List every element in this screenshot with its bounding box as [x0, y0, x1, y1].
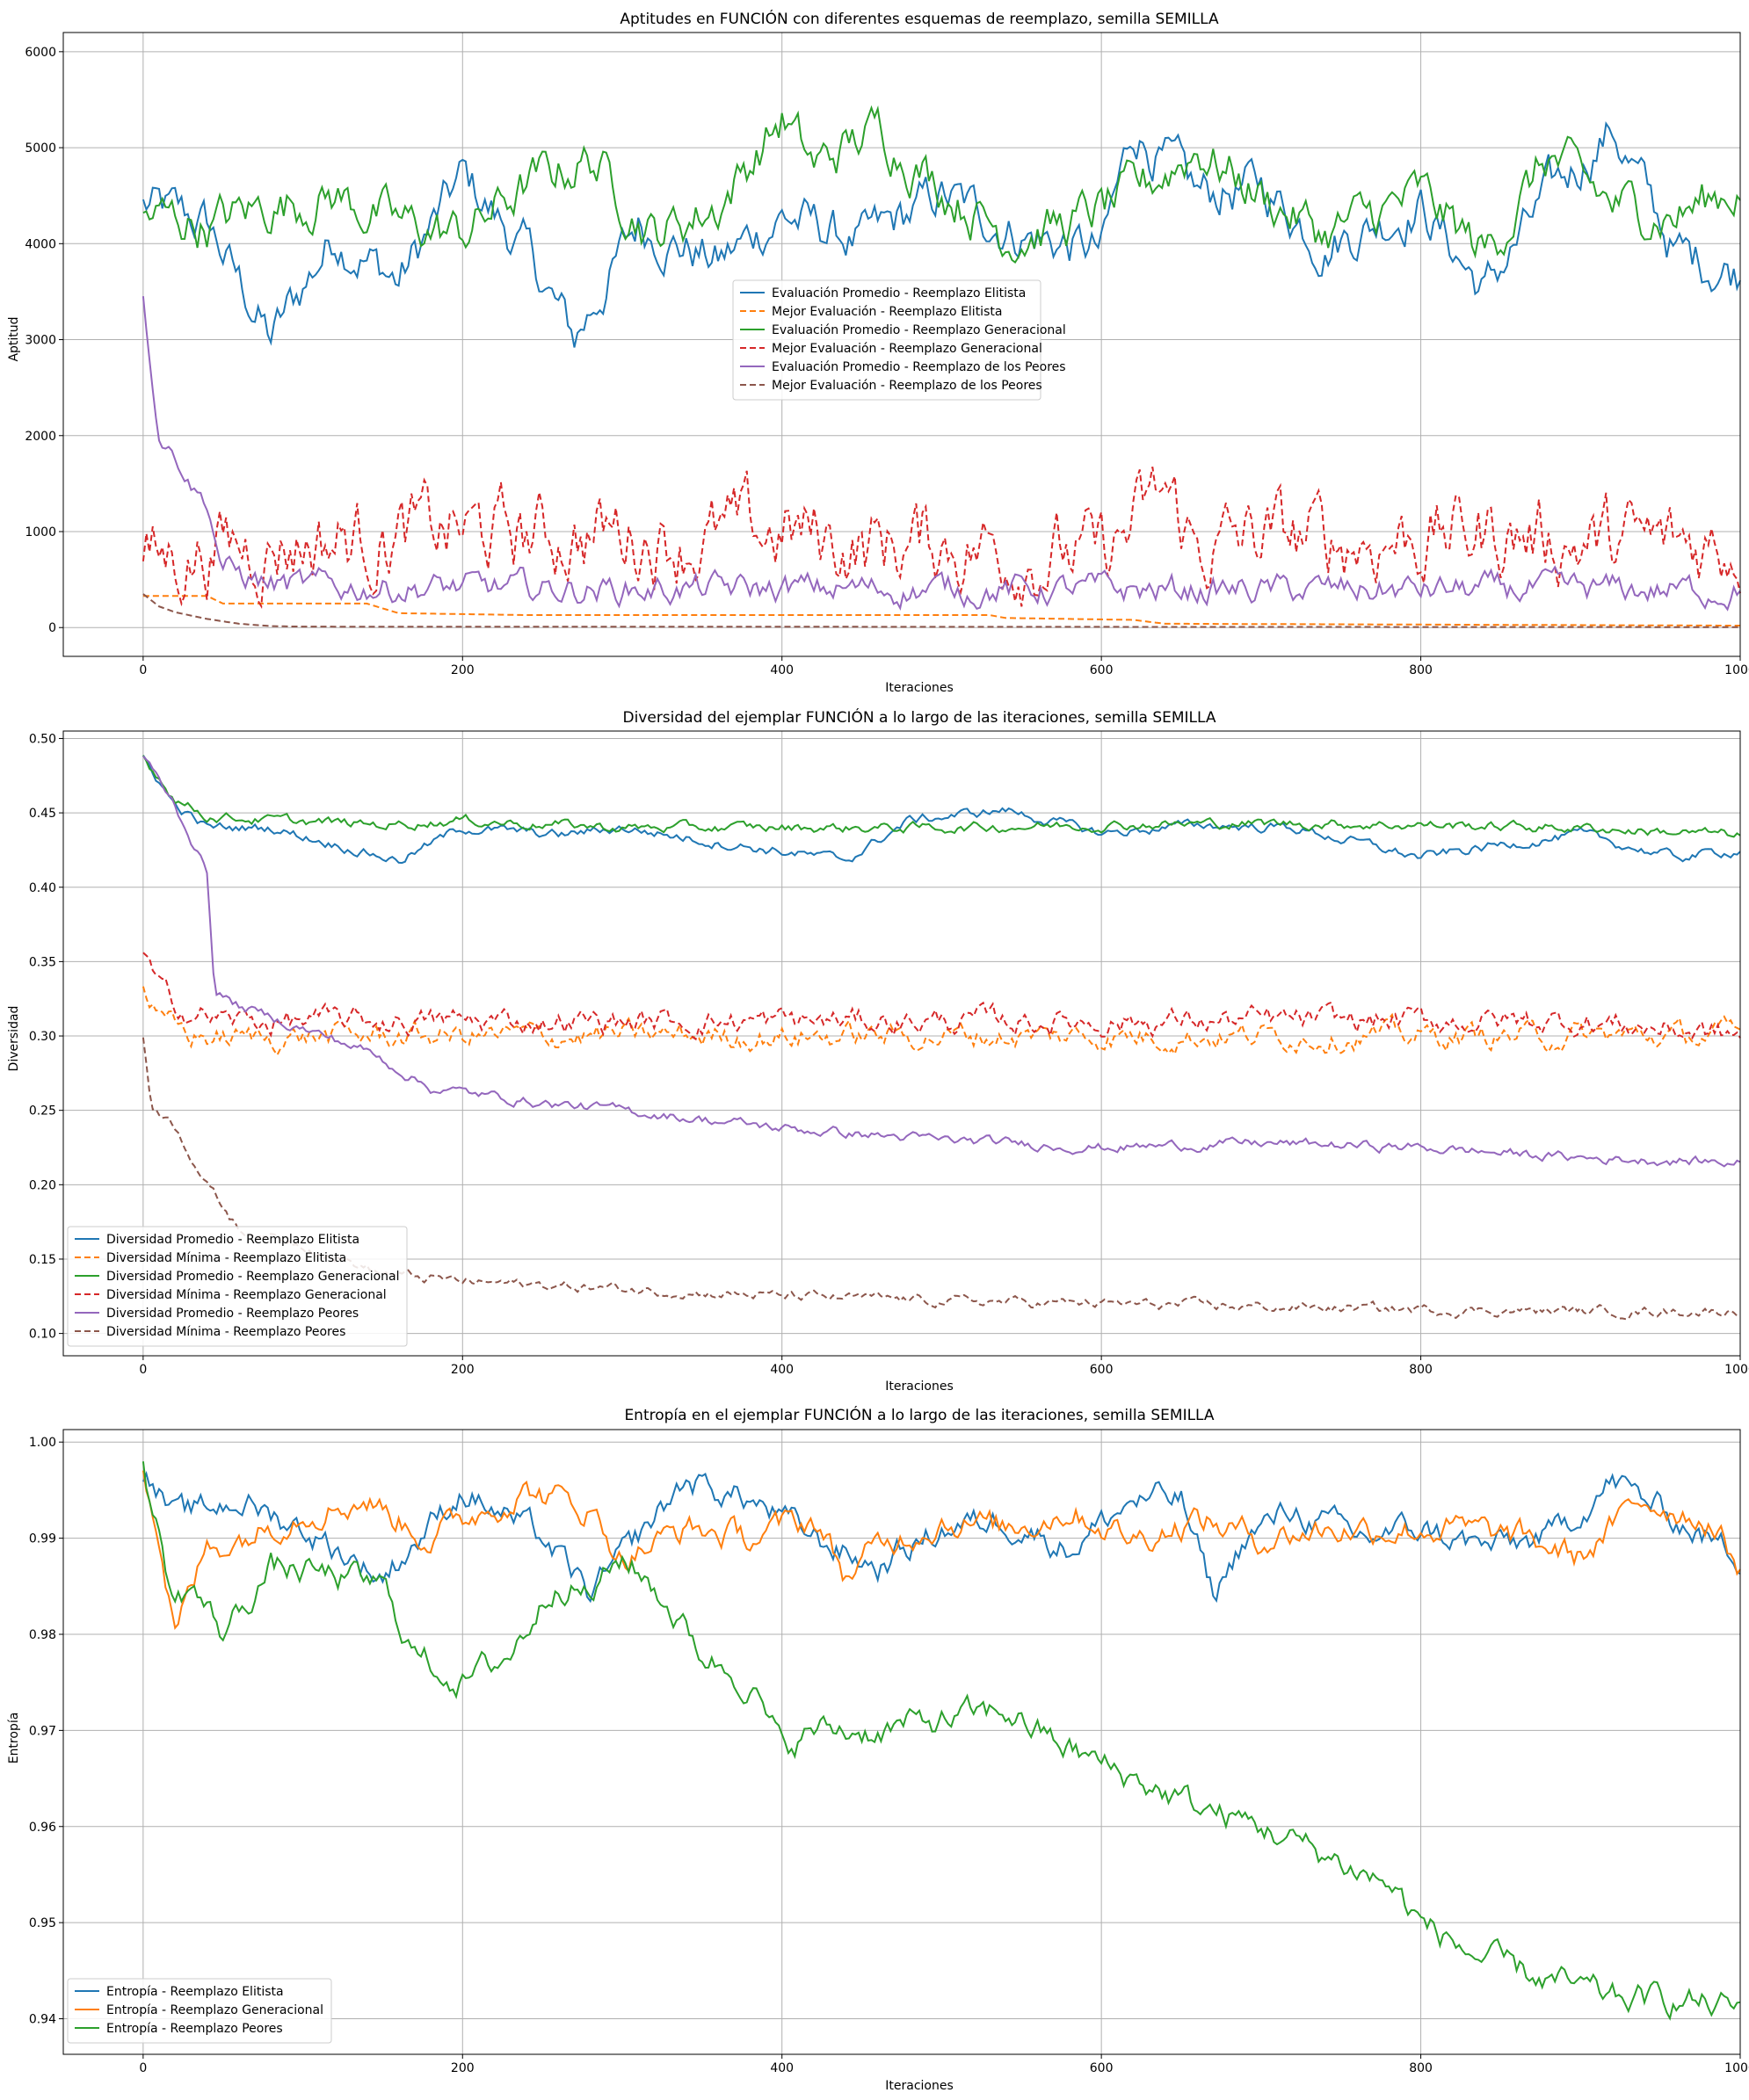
y-axis-label: Entropía — [7, 1713, 21, 1764]
series-line-3 — [142, 105, 1741, 264]
y-tick-label: 0.30 — [29, 1030, 56, 1044]
x-tick-label: 0 — [139, 663, 147, 677]
legend-box — [67, 1226, 408, 1347]
x-tick-label: 200 — [451, 1363, 475, 1377]
chart-title: Aptitudes en FUNCIÓN con diferentes esqu… — [620, 9, 1219, 28]
series-group — [142, 105, 1741, 628]
legend-label: Entropía - Reemplazo Elitista — [106, 1985, 284, 1999]
legend-label: Diversidad Mínima - Reemplazo Generacion… — [106, 1288, 387, 1302]
series-line-3 — [142, 1461, 1741, 2021]
legend-label: Evaluación Promedio - Reemplazo Elitista — [772, 286, 1026, 301]
x-tick-label: 200 — [451, 663, 475, 677]
series-line-1 — [142, 755, 1741, 865]
y-tick-label: 0.99 — [29, 1532, 56, 1546]
series-group — [142, 755, 1741, 1321]
legend-box — [67, 1978, 332, 2044]
legend-label: Evaluación Promedio - Reemplazo de los P… — [772, 360, 1066, 374]
chart-panel-entropia: Entropía en el ejemplar FUNCIÓN a lo lar… — [7, 1405, 1749, 2093]
axis-ticks: 0 200 400 600 800 1000 0.94 0.95 0.96 0.97 0.98 0.9… — [29, 1436, 1749, 2075]
legend-label: Entropía - Reemplazo Peores — [106, 2022, 283, 2036]
y-tick-label: 0.35 — [29, 955, 56, 969]
y-tick-label: 0.10 — [29, 1328, 56, 1342]
x-tick-label: 400 — [770, 1363, 794, 1377]
legend-label: Diversidad Promedio - Reemplazo Peores — [106, 1307, 359, 1321]
y-tick-label: 5000 — [25, 141, 56, 156]
chart-panel-aptitudes: Aptitudes en FUNCIÓN con diferentes esqu… — [7, 9, 1749, 695]
legend: Diversidad Promedio - Reemplazo Elitista… — [67, 1226, 408, 1347]
x-tick-label: 1000 — [1724, 2061, 1749, 2075]
x-tick-label: 800 — [1409, 1363, 1433, 1377]
x-tick-label: 600 — [1090, 1363, 1114, 1377]
axis-ticks: 0 200 400 600 800 1000 0 1000 2000 3000 4000 5000 60… — [25, 46, 1749, 677]
chart-title: Entropía en el ejemplar FUNCIÓN a lo lar… — [624, 1405, 1214, 1424]
x-axis-label: Iteraciones — [885, 1379, 954, 1394]
y-tick-label: 0.96 — [29, 1821, 56, 1835]
y-tick-label: 1000 — [25, 525, 56, 539]
chart-panel-diversidad: Diversidad del ejemplar FUNCIÓN a lo lar… — [7, 707, 1749, 1394]
y-tick-label: 1.00 — [29, 1436, 56, 1450]
y-tick-label: 0.40 — [29, 881, 56, 895]
y-axis-label: Diversidad — [7, 1006, 21, 1072]
x-tick-label: 600 — [1090, 663, 1114, 677]
y-tick-label: 0.94 — [29, 2013, 56, 2027]
x-tick-label: 0 — [139, 1363, 147, 1377]
series-line-6 — [142, 593, 1740, 628]
grid — [63, 1430, 1741, 2054]
x-tick-label: 800 — [1409, 2061, 1433, 2075]
x-tick-label: 400 — [770, 2061, 794, 2075]
plot-frame — [62, 730, 1741, 1357]
y-tick-label: 6000 — [25, 46, 56, 60]
series-line-2 — [142, 595, 1740, 626]
axis-ticks: 0 200 400 600 800 1000 0.10 0.15 0.20 0.25 0.30 0.3… — [29, 732, 1749, 1377]
y-tick-label: 3000 — [25, 334, 56, 348]
plot-frame — [62, 32, 1741, 657]
y-tick-label: 2000 — [25, 430, 56, 444]
y-tick-label: 0.20 — [29, 1178, 56, 1192]
series-line-2 — [142, 1470, 1741, 1630]
y-tick-label: 0 — [48, 621, 56, 635]
legend-label: Mejor Evaluación - Reemplazo de los Peor… — [772, 379, 1042, 393]
x-tick-label: 600 — [1090, 2061, 1114, 2075]
y-tick-label: 0.45 — [29, 807, 56, 821]
y-tick-label: 0.25 — [29, 1104, 56, 1119]
legend: Evaluación Promedio - Reemplazo Elitista… — [732, 279, 1066, 401]
series-line-5 — [142, 296, 1741, 612]
x-axis-label: Iteraciones — [885, 2079, 954, 2093]
series-line-3 — [142, 755, 1741, 838]
series-group — [142, 1461, 1741, 2021]
legend-label: Diversidad Mínima - Reemplazo Peores — [106, 1325, 345, 1339]
x-axis-label: Iteraciones — [885, 681, 954, 695]
y-tick-label: 4000 — [25, 237, 56, 251]
chart-title: Diversidad del ejemplar FUNCIÓN a lo lar… — [622, 707, 1216, 727]
x-tick-label: 1000 — [1724, 1363, 1749, 1377]
legend-label: Mejor Evaluación - Reemplazo Elitista — [772, 305, 1002, 319]
legend-label: Mejor Evaluación - Reemplazo Generaciona… — [772, 342, 1042, 356]
series-line-1 — [142, 1470, 1741, 1604]
plot-frame — [62, 1429, 1741, 2055]
series-line-5 — [142, 755, 1741, 1168]
y-tick-label: 0.97 — [29, 1724, 56, 1738]
legend-box — [732, 279, 1041, 401]
y-tick-label: 0.95 — [29, 1916, 56, 1930]
y-tick-label: 0.98 — [29, 1628, 56, 1642]
legend-label: Entropía - Reemplazo Generacional — [106, 2003, 323, 2017]
series-line-1 — [142, 120, 1741, 348]
x-tick-label: 0 — [139, 2061, 147, 2075]
y-tick-label: 0.50 — [29, 732, 56, 746]
y-axis-label: Aptitud — [7, 316, 21, 361]
legend-label: Evaluación Promedio - Reemplazo Generaci… — [772, 323, 1066, 337]
legend-label: Diversidad Mínima - Reemplazo Elitista — [106, 1251, 346, 1265]
series-line-6 — [142, 1037, 1741, 1321]
legend-label: Diversidad Promedio - Reemplazo Generaci… — [106, 1270, 400, 1284]
legend-label: Diversidad Promedio - Reemplazo Elitista — [106, 1233, 359, 1247]
x-tick-label: 200 — [451, 2061, 475, 2075]
x-tick-label: 400 — [770, 663, 794, 677]
x-tick-label: 800 — [1409, 663, 1433, 677]
y-tick-label: 0.15 — [29, 1253, 56, 1267]
legend: Entropía - Reemplazo Elitista Entropía - … — [67, 1978, 332, 2044]
series-line-2 — [142, 986, 1741, 1057]
x-tick-label: 1000 — [1724, 663, 1749, 677]
series-line-4 — [142, 467, 1741, 610]
